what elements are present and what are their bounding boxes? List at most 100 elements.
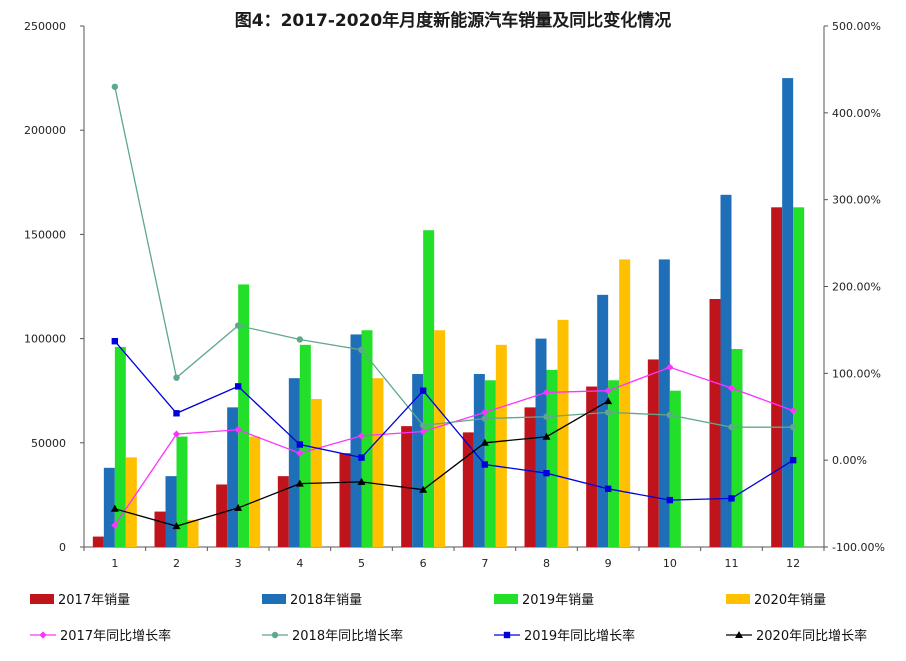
- left-tick-label: 150000: [24, 228, 66, 241]
- bar: [187, 519, 199, 547]
- right-tick-label: 0.00%: [832, 454, 867, 467]
- right-tick-label: 200.00%: [832, 281, 881, 294]
- bar: [709, 299, 721, 547]
- right-tick-label: 300.00%: [832, 194, 881, 207]
- bar: [597, 294, 609, 547]
- point-marker: [234, 426, 242, 434]
- point-marker: [789, 456, 797, 464]
- point-marker: [295, 479, 304, 487]
- point-marker: [419, 485, 428, 493]
- chart-title: 图4：2017-2020年月度新能源汽车销量及同比变化情况: [235, 10, 672, 31]
- x-tick-label: 9: [605, 557, 612, 570]
- point-marker: [173, 410, 180, 417]
- bar: [658, 259, 670, 547]
- point-marker: [666, 363, 674, 371]
- bar: [546, 369, 558, 547]
- bar: [412, 374, 424, 547]
- right-tick-label: -100.00%: [832, 541, 885, 554]
- left-tick-label: 50000: [31, 437, 66, 450]
- point-marker: [111, 83, 119, 90]
- bar: [238, 284, 250, 547]
- bar: [154, 511, 166, 547]
- bar: [216, 484, 228, 547]
- point-marker: [296, 336, 304, 343]
- bar: [484, 380, 496, 547]
- point-marker: [358, 454, 365, 461]
- point-marker: [728, 495, 735, 502]
- point-marker: [172, 430, 181, 438]
- bar: [92, 536, 104, 547]
- legend-swatch: [726, 594, 750, 604]
- point-marker: [480, 438, 489, 446]
- bar: [361, 330, 373, 547]
- bar: [277, 476, 289, 547]
- legend-swatch: [30, 594, 54, 604]
- point-marker: [542, 432, 551, 440]
- legend-swatch: [262, 594, 286, 604]
- point-marker: [727, 384, 736, 392]
- point-marker: [481, 415, 489, 422]
- point-marker: [39, 631, 47, 639]
- legend-label: 2020年销量: [754, 593, 826, 608]
- left-tick-label: 100000: [24, 333, 66, 346]
- point-marker: [481, 461, 489, 468]
- x-tick-label: 2: [173, 557, 180, 570]
- bar: [227, 407, 239, 547]
- bar: [423, 230, 435, 547]
- point-marker: [110, 504, 119, 512]
- legend-label: 2017年同比增长率: [60, 628, 171, 644]
- bar: [114, 346, 126, 547]
- left-tick-label: 250000: [24, 20, 66, 33]
- left-tick-label: 200000: [24, 124, 66, 137]
- point-marker: [604, 485, 612, 493]
- bar: [782, 78, 794, 547]
- point-marker: [173, 374, 180, 381]
- bar: [339, 453, 351, 547]
- point-marker: [271, 631, 279, 639]
- bar: [524, 407, 536, 547]
- left-tick-label: 0: [59, 541, 66, 554]
- x-tick-label: 8: [543, 557, 550, 570]
- point-marker: [543, 469, 550, 477]
- point-marker: [358, 346, 365, 354]
- point-marker: [419, 427, 427, 436]
- point-marker: [604, 409, 612, 416]
- point-marker: [542, 388, 551, 397]
- bar: [619, 259, 631, 547]
- point-marker: [543, 413, 550, 420]
- x-tick-label: 12: [786, 557, 800, 570]
- point-marker: [728, 423, 735, 431]
- x-tick-label: 1: [111, 557, 118, 570]
- point-marker: [111, 521, 119, 529]
- x-tick-label: 7: [481, 557, 488, 570]
- bar: [731, 349, 743, 547]
- legend-label: 2020年同比增长率: [756, 628, 867, 644]
- legend-label: 2017年销量: [58, 593, 130, 608]
- legend-label: 2018年销量: [290, 593, 362, 608]
- bar: [125, 457, 137, 547]
- legend-label: 2019年同比增长率: [524, 628, 635, 644]
- point-marker: [419, 387, 427, 394]
- right-tick-label: 500.00%: [832, 20, 881, 33]
- x-tick-label: 4: [296, 557, 303, 570]
- series-line: [114, 86, 794, 428]
- point-marker: [234, 383, 242, 390]
- bar: [310, 399, 322, 547]
- x-tick-label: 11: [725, 557, 739, 570]
- point-marker: [666, 496, 674, 504]
- point-marker: [666, 411, 674, 419]
- point-marker: [296, 441, 304, 448]
- point-marker: [419, 422, 427, 429]
- point-marker: [503, 631, 511, 639]
- bar: [103, 467, 115, 547]
- bar: [249, 436, 261, 547]
- bar: [586, 386, 598, 547]
- bar: [372, 378, 384, 547]
- right-tick-label: 400.00%: [832, 107, 881, 120]
- bar: [462, 432, 474, 547]
- point-marker: [481, 408, 489, 417]
- point-marker: [604, 387, 612, 395]
- legend-swatch: [494, 594, 518, 604]
- point-marker: [789, 423, 797, 431]
